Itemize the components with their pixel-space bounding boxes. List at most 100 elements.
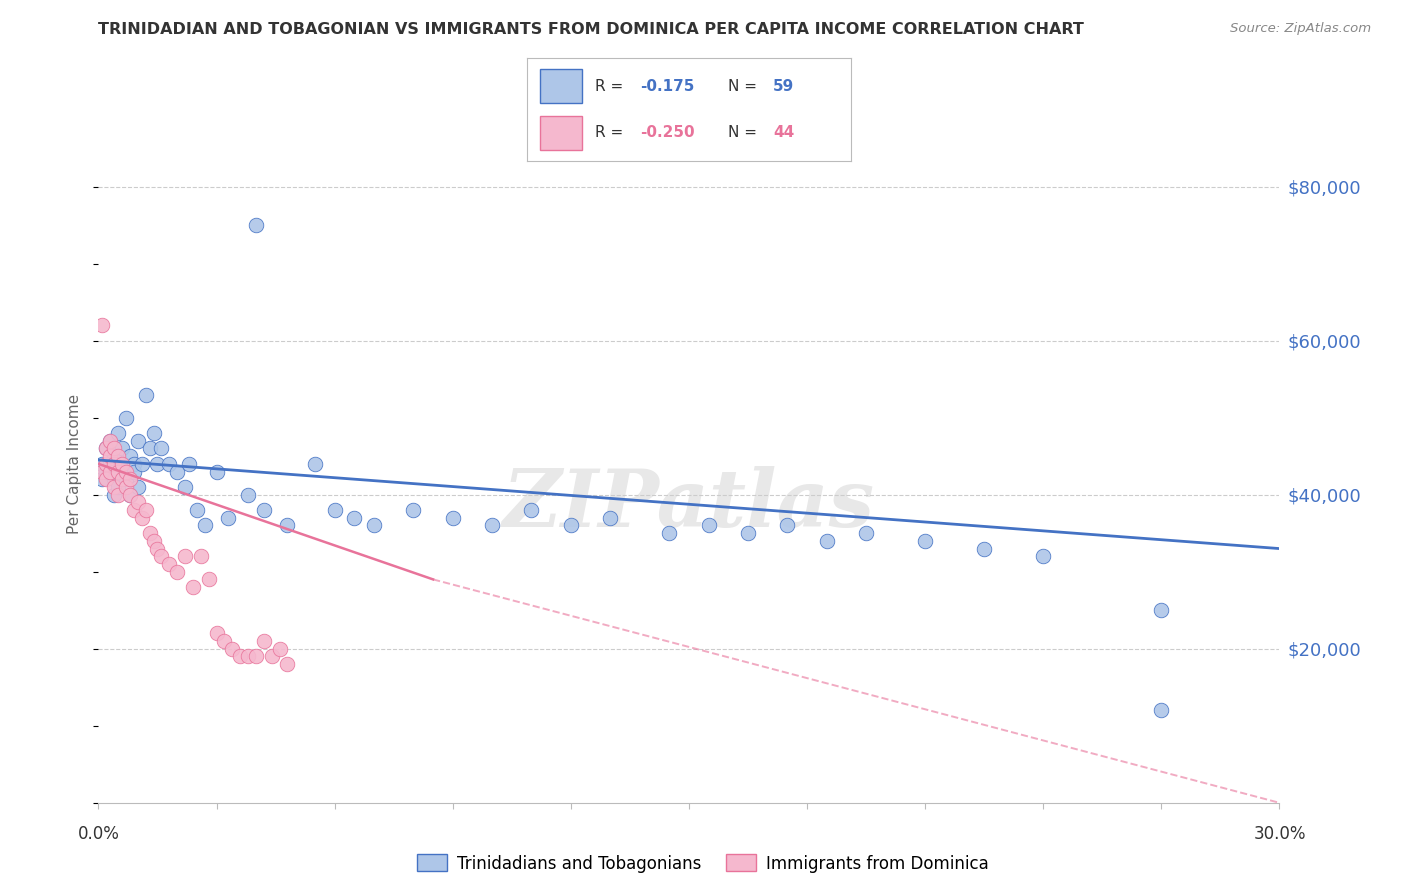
Point bbox=[236, 488, 259, 502]
Text: 0.0%: 0.0% bbox=[77, 825, 120, 843]
Point bbox=[658, 526, 681, 541]
Point bbox=[166, 565, 188, 579]
Point bbox=[131, 457, 153, 471]
Point bbox=[174, 549, 197, 564]
Point bbox=[186, 503, 208, 517]
Text: -0.250: -0.250 bbox=[641, 125, 695, 140]
Point bbox=[96, 457, 118, 471]
Point bbox=[269, 641, 291, 656]
Point bbox=[107, 465, 129, 479]
Point bbox=[253, 634, 276, 648]
Point bbox=[194, 518, 217, 533]
Point bbox=[1150, 603, 1173, 617]
Point bbox=[111, 472, 134, 486]
Text: -0.175: -0.175 bbox=[641, 78, 695, 94]
Point bbox=[107, 425, 129, 440]
Point bbox=[190, 549, 212, 564]
Point bbox=[481, 518, 503, 533]
Point bbox=[96, 442, 118, 456]
Point bbox=[103, 442, 125, 456]
Point bbox=[150, 442, 173, 456]
Point bbox=[973, 541, 995, 556]
Point bbox=[776, 518, 799, 533]
Point bbox=[560, 518, 582, 533]
Point bbox=[217, 510, 239, 524]
Point bbox=[122, 457, 145, 471]
Point bbox=[118, 472, 141, 486]
Point bbox=[236, 649, 259, 664]
Point bbox=[343, 510, 366, 524]
Point bbox=[122, 503, 145, 517]
Point bbox=[98, 434, 121, 448]
Point bbox=[146, 541, 169, 556]
Point bbox=[1150, 703, 1173, 717]
Point bbox=[146, 457, 169, 471]
Point bbox=[253, 503, 276, 517]
Point bbox=[103, 488, 125, 502]
Point bbox=[138, 442, 160, 456]
Point bbox=[276, 657, 298, 672]
Point bbox=[323, 503, 346, 517]
Point bbox=[142, 533, 165, 548]
Point bbox=[127, 434, 149, 448]
Point bbox=[177, 457, 200, 471]
Point bbox=[115, 465, 138, 479]
Point bbox=[245, 649, 267, 664]
Point bbox=[304, 457, 326, 471]
Point bbox=[98, 457, 121, 471]
Point bbox=[98, 465, 121, 479]
Text: R =: R = bbox=[595, 125, 628, 140]
Point bbox=[157, 557, 180, 571]
Point bbox=[174, 480, 197, 494]
Point bbox=[111, 457, 134, 471]
Point bbox=[91, 472, 114, 486]
Point bbox=[107, 488, 129, 502]
Point bbox=[229, 649, 252, 664]
Point bbox=[103, 457, 125, 471]
Point bbox=[150, 549, 173, 564]
Point bbox=[103, 472, 125, 486]
Point bbox=[1032, 549, 1054, 564]
Point bbox=[363, 518, 385, 533]
Point bbox=[815, 533, 838, 548]
Point bbox=[157, 457, 180, 471]
Text: 59: 59 bbox=[773, 78, 794, 94]
Point bbox=[127, 480, 149, 494]
Point bbox=[520, 503, 543, 517]
Text: N =: N = bbox=[728, 78, 762, 94]
Point bbox=[135, 387, 157, 401]
Text: ZIPatlas: ZIPatlas bbox=[503, 466, 875, 543]
Point bbox=[697, 518, 720, 533]
Point bbox=[245, 218, 267, 232]
Point bbox=[115, 472, 138, 486]
Point bbox=[107, 449, 129, 463]
Bar bbox=[540, 70, 582, 103]
Point bbox=[914, 533, 936, 548]
Point bbox=[138, 526, 160, 541]
Y-axis label: Per Capita Income: Per Capita Income bbox=[67, 393, 83, 534]
Point bbox=[260, 649, 283, 664]
Text: N =: N = bbox=[728, 125, 762, 140]
Point bbox=[111, 442, 134, 456]
Point bbox=[103, 480, 125, 494]
Point bbox=[96, 472, 118, 486]
Point bbox=[115, 480, 138, 494]
Point bbox=[855, 526, 877, 541]
Point bbox=[118, 488, 141, 502]
Point bbox=[127, 495, 149, 509]
Point bbox=[737, 526, 759, 541]
Point bbox=[142, 425, 165, 440]
Point bbox=[197, 573, 219, 587]
Point bbox=[91, 465, 114, 479]
Point bbox=[214, 634, 236, 648]
Point bbox=[107, 465, 129, 479]
Text: R =: R = bbox=[595, 78, 628, 94]
Point bbox=[103, 449, 125, 463]
Point bbox=[96, 442, 118, 456]
Text: Source: ZipAtlas.com: Source: ZipAtlas.com bbox=[1230, 22, 1371, 36]
Point bbox=[221, 641, 243, 656]
Point bbox=[205, 626, 228, 640]
Bar bbox=[540, 117, 582, 150]
Text: 44: 44 bbox=[773, 125, 794, 140]
Point bbox=[122, 465, 145, 479]
